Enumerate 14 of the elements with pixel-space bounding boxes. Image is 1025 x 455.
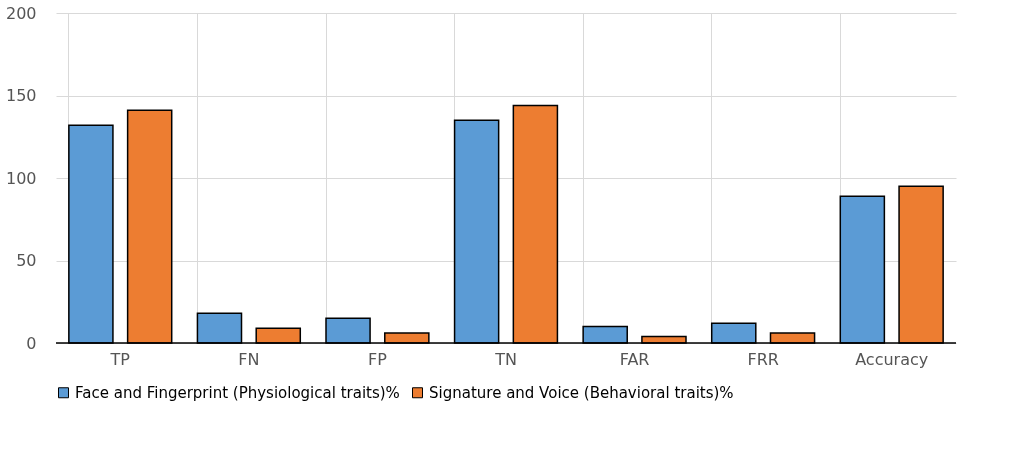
x-tick-label: FAR: [619, 349, 650, 369]
x-tick-label: TP: [109, 349, 131, 369]
y-tick-label: 50: [16, 251, 37, 270]
x-tick-label: FRR: [747, 349, 779, 369]
y-tick-label: 100: [5, 168, 37, 188]
y-tick-label: 200: [5, 3, 37, 23]
x-tick-label: FN: [238, 349, 260, 369]
legend-label: Signature and Voice (Behavioral traits)%: [429, 383, 734, 402]
y-tick-label: 150: [5, 86, 37, 105]
x-tick-label: FP: [368, 349, 388, 369]
x-tick-label: TN: [494, 349, 517, 369]
y-tick-label: 0: [26, 333, 37, 353]
x-tick-label: Accuracy: [855, 349, 929, 369]
legend-label: Face and Fingerprint (Physiological traits)%: [75, 383, 400, 402]
